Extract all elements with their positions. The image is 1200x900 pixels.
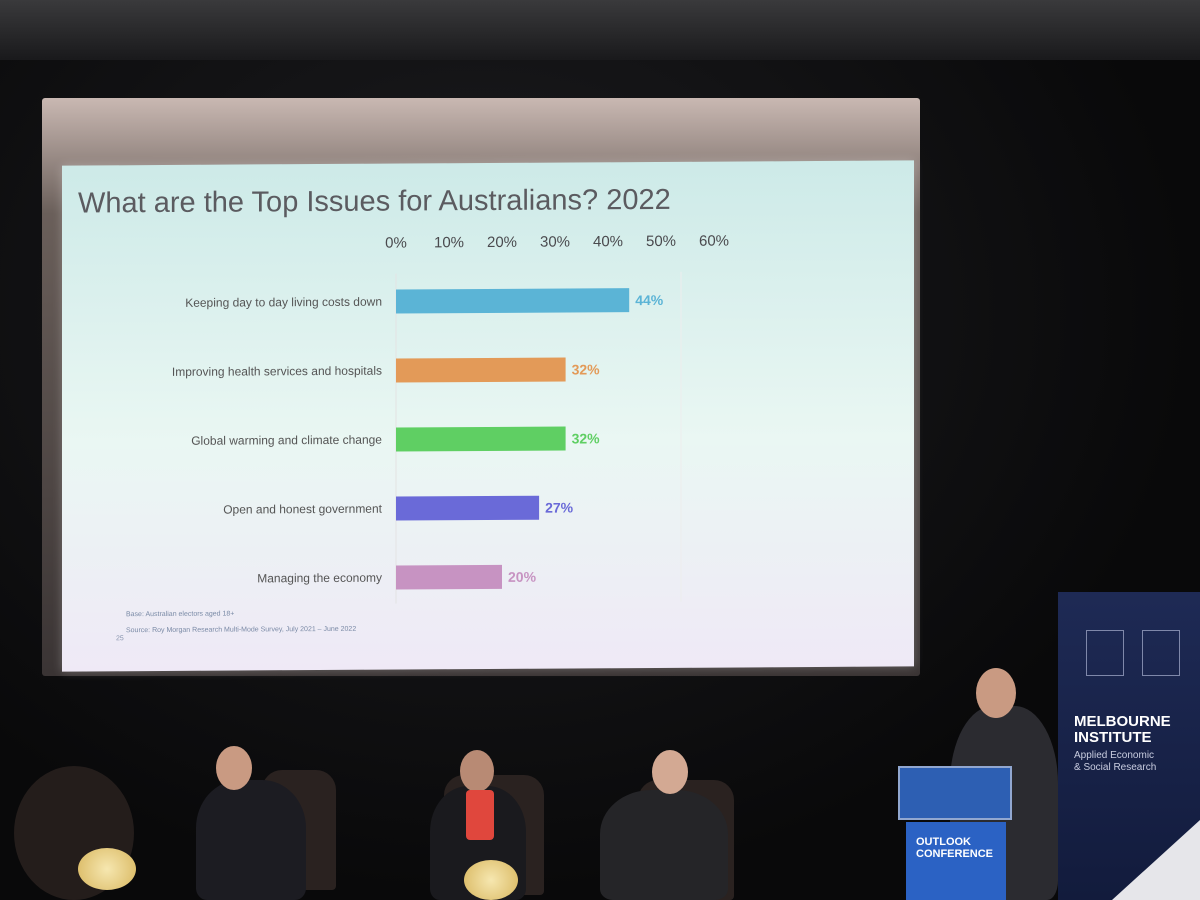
slide-page-number: 25 — [116, 635, 124, 643]
banner-accent-shape — [1112, 820, 1200, 900]
flower-arrangement — [78, 848, 136, 890]
x-tick-label: 20% — [487, 234, 517, 251]
data-label: 44% — [635, 292, 664, 308]
category-label: Global warming and climate change — [191, 433, 382, 448]
data-label: 27% — [545, 499, 574, 515]
lectern-conference-text: OUTLOOK CONFERENCE — [916, 836, 994, 860]
data-label: 32% — [572, 430, 601, 446]
panelist-3 — [600, 790, 728, 900]
presenter-head — [976, 668, 1016, 718]
x-tick-label: 40% — [593, 233, 623, 250]
melbourne-institute-logo-icon — [1142, 630, 1180, 676]
bar — [396, 564, 502, 590]
panelist-2-shirt — [466, 790, 494, 840]
panelist-2-head — [460, 750, 494, 792]
data-label: 20% — [508, 569, 537, 585]
data-label: 32% — [572, 361, 601, 377]
lectern: OUTLOOK CONFERENCE — [906, 822, 1006, 900]
bar — [396, 357, 566, 383]
bar — [396, 288, 630, 314]
x-tick-label: 0% — [385, 234, 407, 251]
x-tick-label: 10% — [434, 234, 464, 251]
x-tick-label: 60% — [699, 233, 729, 250]
panelist-3-head — [652, 750, 688, 794]
footnote-source: Source: Roy Morgan Research Multi-Mode S… — [126, 625, 357, 635]
category-label: Keeping day to day living costs down — [185, 295, 382, 310]
lectern-sign — [898, 766, 1012, 820]
banner-institute-name: MELBOURNE INSTITUTE — [1074, 713, 1171, 746]
panelist-1-head — [216, 746, 252, 790]
panelist-1 — [196, 780, 306, 900]
bar — [396, 495, 540, 521]
x-tick-label: 30% — [540, 233, 570, 250]
bar — [396, 426, 566, 452]
category-label: Open and honest government — [223, 502, 382, 517]
university-crest-icon — [1086, 630, 1124, 676]
issues-bar-chart: 0% 10% 20% 30% 40% 50% 60% Keeping day to day l… — [172, 233, 729, 604]
presentation-slide: What are the Top Issues for Australians?… — [62, 160, 914, 672]
flower-arrangement — [464, 860, 518, 900]
footnote-base: Base: Australian electors aged 18+ — [126, 610, 235, 619]
venue-ceiling — [0, 0, 1200, 70]
category-label: Improving health services and hospitals — [172, 364, 382, 379]
category-label: Managing the economy — [257, 571, 382, 586]
x-tick-label: 50% — [646, 233, 676, 250]
banner-subtitle: Applied Economic & Social Research — [1074, 750, 1157, 773]
